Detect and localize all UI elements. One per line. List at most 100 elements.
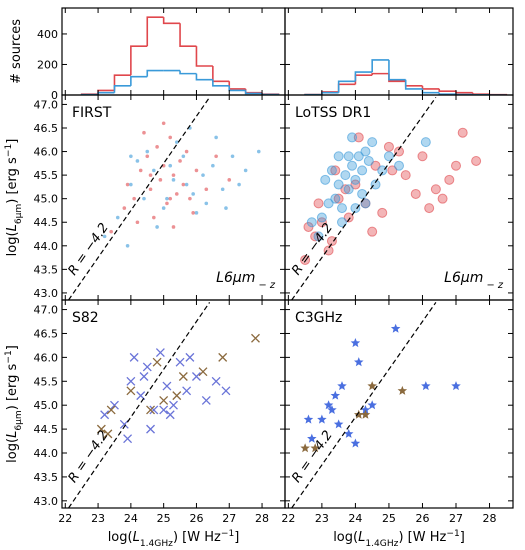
point [420,137,431,148]
histogram-bin [404,79,423,90]
panel-label: S82 [72,310,99,326]
x-axis-label-part: L [358,530,365,545]
point [421,381,431,391]
point [145,154,150,159]
point [145,149,150,154]
y-tick-label: 46.5 [34,327,59,340]
point [162,381,172,391]
point [424,203,435,214]
point [169,400,178,410]
point [184,149,189,154]
point [221,386,231,396]
y-tick-label: 46.0 [34,351,59,364]
point [237,182,241,187]
point [360,146,371,157]
point [303,414,314,424]
point [181,154,186,159]
panel-frame [61,299,286,509]
point [227,178,232,182]
point [383,141,394,152]
y-tick-label: 44.5 [34,216,59,229]
y-tick-label: 45.5 [34,375,59,388]
x-tick-label: 22 [58,512,72,525]
point [330,165,341,176]
point [320,174,331,185]
x-axis-label: log(L1.4GHz) [W Hz−1] [108,529,240,549]
point [350,174,361,185]
reference-line [291,97,437,301]
panel-frame [284,299,514,509]
panel: 22 23 24 25 26 27 28 43.0 43.5 44.0 44.5 45.0 45.5 46… [4,299,286,549]
y-axis-label: # sources [9,19,24,84]
point [350,338,361,348]
histogram-bin [404,81,423,87]
y-axis-label-part: log( [5,438,20,463]
point [300,443,310,453]
point [152,357,162,367]
panel-label: FIRST [72,105,112,121]
point [102,234,107,239]
point [171,173,176,177]
histogram-bin [354,71,373,82]
point [390,323,401,333]
point [451,160,461,171]
point [165,410,175,420]
x-axis-label-part: −1 [221,529,234,539]
point [181,182,186,187]
point [326,165,337,176]
point [165,201,169,206]
point [307,433,317,443]
y-tick-label: 47.0 [34,98,59,111]
histogram-bin [179,23,197,47]
panel-sublabel: L6μm − z [216,270,276,291]
histogram-bin [438,92,456,95]
panel [284,7,514,96]
point [185,352,195,362]
y-axis-label-part: L [5,224,20,231]
y-tick-label: 0 [51,89,58,102]
histogram-bin [421,85,440,90]
point [171,225,176,229]
point [126,386,136,396]
x-axis-label-part: ) [W Hz [398,530,446,545]
histogram-bin [113,85,131,93]
x-tick-label: 24 [348,512,362,525]
point [350,203,361,214]
point [142,196,146,201]
point [161,206,166,210]
point [159,405,169,415]
point [182,386,192,396]
point [211,163,215,168]
histogram-bin [337,83,356,92]
point [343,428,354,438]
point [394,160,404,171]
y-tick-label: 43.0 [34,287,59,300]
y-axis-label-part: ) [erg s [5,157,20,204]
point [367,381,377,391]
histogram-bin [438,88,456,92]
point [96,424,106,434]
x-axis-label-part: ] [234,530,239,545]
y-tick-label: 43.0 [34,495,59,508]
point [437,193,448,204]
histogram-bin [212,66,230,83]
reference-line [68,302,211,509]
x-axis-label-part: ) [W Hz [173,530,221,545]
x-axis-label-part: log( [333,530,358,545]
point [387,165,398,176]
point [337,217,347,228]
point [175,357,185,367]
x-axis-label-part: 1.4GHz [140,539,173,549]
point [313,231,324,242]
y-axis-label: log(L6μm) [erg s−1] [4,139,24,257]
point [400,170,411,181]
point [214,154,218,159]
point [357,165,368,176]
point [171,178,176,182]
panel-sublabel: L6μm − z [444,270,504,291]
point [394,146,404,157]
point [146,424,156,434]
point [100,410,110,420]
point [123,434,133,444]
